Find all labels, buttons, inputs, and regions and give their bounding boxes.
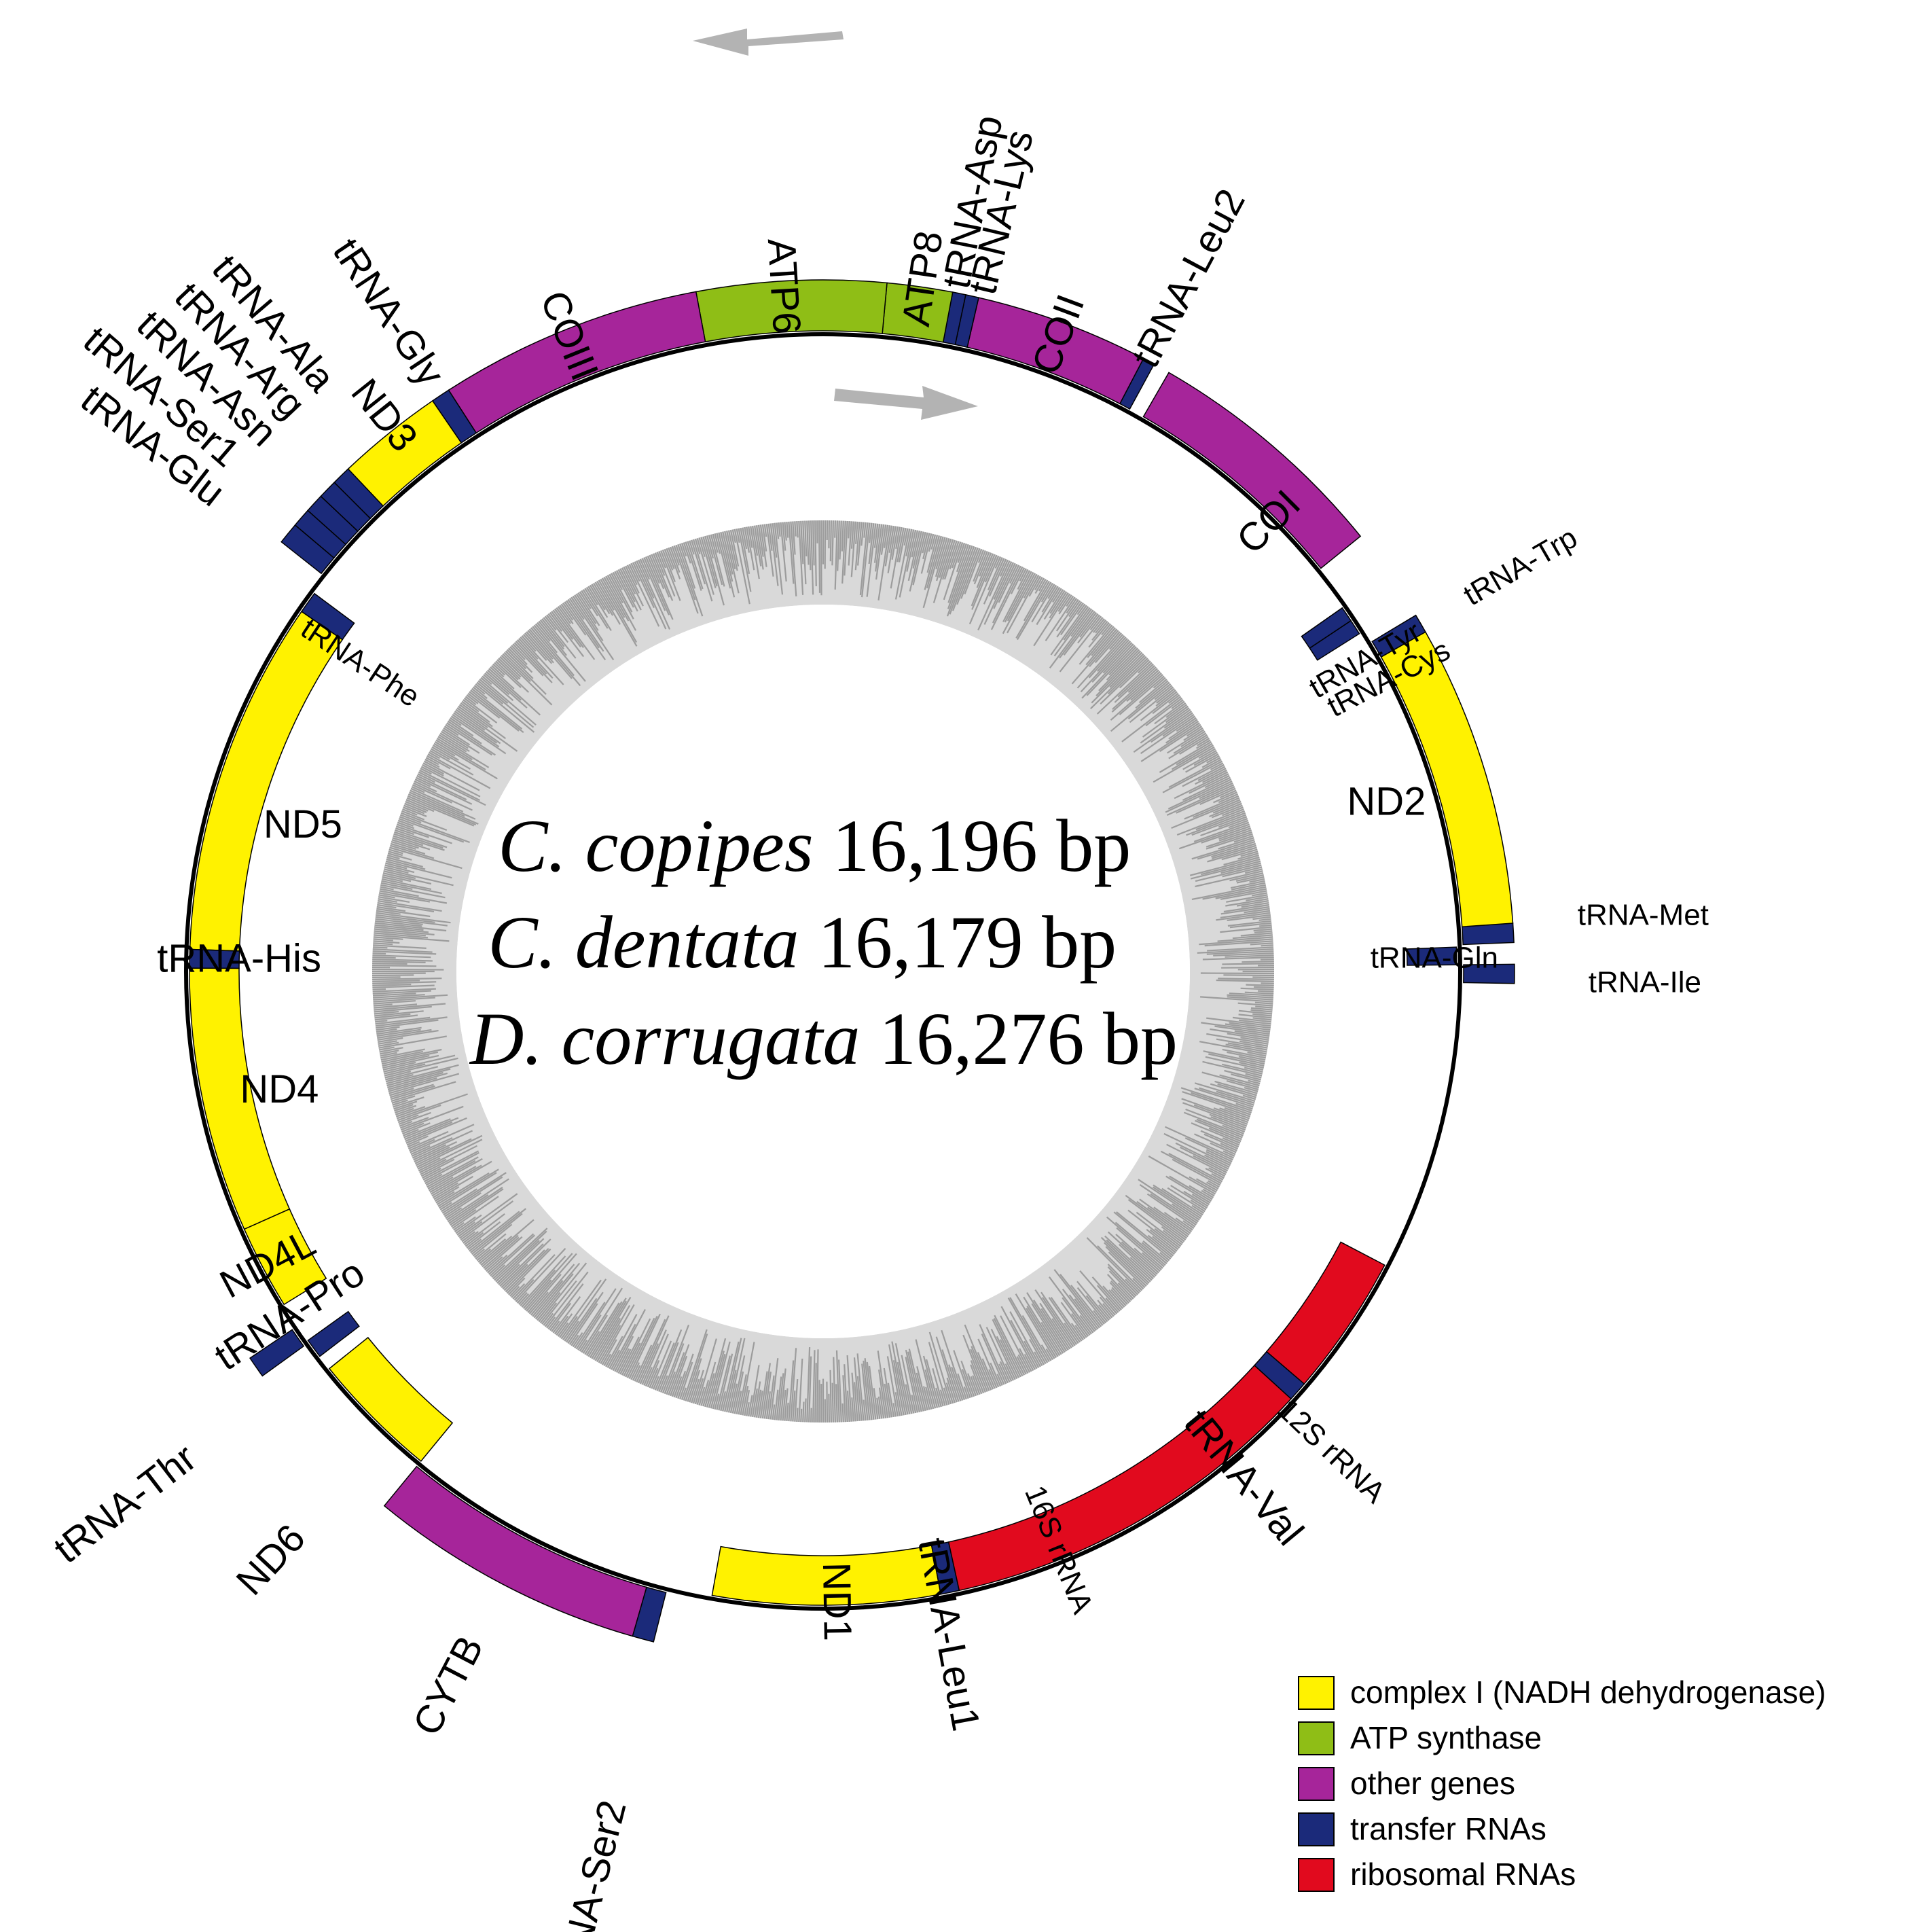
gene-trna-gly (431, 389, 477, 444)
label-atp6: ATP6 (759, 237, 809, 335)
legend-label-complex-i-nadh-dehydrogenase: complex I (NADH dehydrogenase) (1350, 1675, 1826, 1710)
label-trna-thr: tRNA-Thr (46, 1435, 204, 1572)
gene-trna-gln (1406, 946, 1457, 966)
gene-trna-ser1 (294, 509, 347, 559)
gene-trna-leu1 (930, 1541, 960, 1595)
species-3-size: 16,276 bp (879, 997, 1178, 1080)
species-1-size: 16,196 bp (832, 804, 1131, 887)
label-trna-gly: tRNA-Gly (324, 230, 453, 393)
label-nd6: ND6 (228, 1516, 314, 1603)
heavy-strand-arrow (693, 29, 844, 56)
gene-trna-leu2 (1119, 357, 1155, 410)
gene-trna-phe (300, 592, 355, 641)
gene-trna-ile (1463, 963, 1515, 984)
species-2-size: 16,179 bp (818, 901, 1117, 984)
label-trna-leu2: tRNA-Leu2 (1123, 182, 1254, 375)
gene-nd4 (189, 967, 291, 1230)
legend-swatch-atp-synthase (1298, 1721, 1335, 1755)
gene-trna-glu (280, 524, 335, 575)
gene-nd3 (347, 399, 463, 507)
legend-label-other-genes: other genes (1350, 1766, 1515, 1801)
label-cytb: CYTB (405, 1629, 492, 1742)
gene-trna-cys (1309, 620, 1360, 661)
label-trna-gln: tRNA-Gln (1371, 941, 1498, 974)
gene-trna-met (1461, 923, 1515, 946)
gene-atp6 (695, 279, 888, 342)
label-trna-met: tRNA-Met (1578, 898, 1709, 931)
gene-coii (966, 297, 1144, 405)
gene-trna-asp (942, 291, 966, 346)
legend-label-ribosomal-rnas: ribosomal RNAs (1350, 1857, 1576, 1892)
species-3-name: D. corrugata (469, 997, 860, 1080)
light-strand-arrow (834, 386, 978, 420)
gc-content-ring (372, 520, 1275, 1423)
genome-sizes: C. copipes 16,196 bp C. dentata 16,179 b… (469, 804, 1178, 1080)
gene-trna-pro (307, 1310, 360, 1357)
gene-trna-lys (954, 293, 979, 348)
legend-swatch-complex-i-nadh-dehydrogenase (1298, 1676, 1335, 1710)
gene-trna-his (189, 948, 240, 969)
gene-track (189, 279, 1515, 1643)
legend-swatch-ribosomal-rnas (1298, 1858, 1335, 1892)
label-12s-rrna: 12S rRNA (1271, 1393, 1392, 1509)
gene-coi (1142, 372, 1362, 569)
label-nd4: ND4 (240, 1067, 319, 1111)
gc-ring-core (456, 605, 1190, 1338)
strand-arrows (693, 29, 978, 420)
gene-nd4l (243, 1208, 327, 1306)
gene-trna-ala (333, 468, 384, 520)
gene-nd5 (189, 611, 344, 952)
gene-cytb (383, 1465, 648, 1637)
gc-ring-ticks (372, 520, 1275, 1423)
label-nd1: ND1 (814, 1562, 860, 1641)
gene-trna-tyr (1301, 607, 1352, 649)
legend: complex I (NADH dehydrogenase) ATP syntha… (1298, 1675, 1826, 1892)
gene-atp8 (882, 282, 954, 343)
gene-nd1 (711, 1545, 942, 1606)
legend-swatch-other-genes (1298, 1767, 1335, 1801)
label-nd5: ND5 (264, 802, 342, 846)
label-trna-ser2: tRNA-Ser2 (546, 1796, 635, 1932)
gene-12s-rrna (1265, 1241, 1385, 1385)
gene-nd2 (1380, 631, 1514, 928)
label-nd2: ND2 (1347, 780, 1426, 824)
label-trna-ile: tRNA-Ile (1589, 966, 1701, 999)
gene-trna-thr (249, 1329, 305, 1377)
legend-label-atp-synthase: ATP synthase (1350, 1720, 1542, 1755)
gene-trna-ser2 (632, 1586, 667, 1643)
species-2-name: C. dentata (488, 901, 799, 984)
gene-coiii (448, 291, 706, 434)
species-1-name: C. copipes (498, 804, 813, 887)
gene-trna-trp (1371, 614, 1426, 658)
legend-label-transfer-rnas: transfer RNAs (1350, 1811, 1546, 1846)
gene-trna-asn (307, 495, 359, 545)
gene-trna-arg (320, 482, 372, 533)
label-trna-his: tRNA-His (157, 936, 321, 980)
gene-nd6 (328, 1336, 454, 1463)
genome-backbone-circle (184, 332, 1462, 1611)
gene-16s-rrna (947, 1364, 1292, 1592)
gene-trna-val (1254, 1350, 1305, 1400)
legend-swatch-transfer-rnas (1298, 1812, 1335, 1846)
label-trna-trp: tRNA-Trp (1458, 521, 1583, 613)
